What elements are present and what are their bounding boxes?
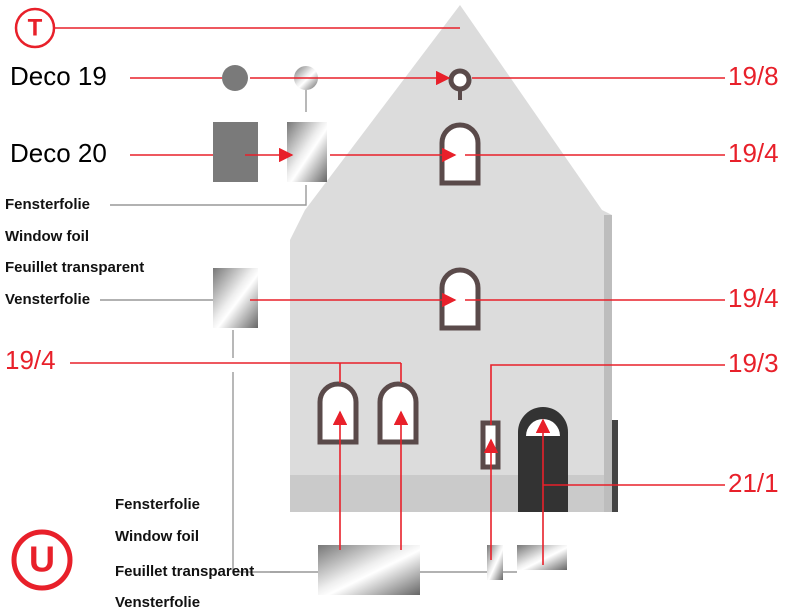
- deco-20-part: [213, 122, 258, 182]
- foil: [213, 268, 258, 328]
- foil-label: Feuillet transparent: [115, 563, 254, 580]
- leader: [70, 362, 402, 383]
- marker-top: T: [28, 14, 43, 41]
- part-number: 19/3: [728, 348, 779, 378]
- foil-label: Window foil: [115, 528, 199, 545]
- leader: [232, 330, 290, 573]
- part-number: 19/4: [728, 283, 779, 313]
- part-number: 19/4: [728, 138, 779, 168]
- foil: [517, 545, 567, 570]
- foil-label: Fensterfolie: [115, 496, 200, 513]
- foil: [487, 545, 503, 580]
- leader: [110, 185, 307, 206]
- foil: [287, 122, 327, 182]
- part-number: 21/1: [728, 468, 779, 498]
- part-number: 19/4: [5, 345, 56, 375]
- marker-bottom: U: [29, 539, 55, 580]
- leader: [490, 364, 725, 425]
- deco-19-part: [222, 65, 248, 91]
- foil-label: Feuillet transparent: [5, 259, 144, 276]
- part-number: 19/8: [728, 61, 779, 91]
- foil-label: Vensterfolie: [115, 594, 200, 611]
- marker-circle: [11, 529, 73, 591]
- part-label: Deco 19: [10, 61, 107, 91]
- foil-label: Fensterfolie: [5, 196, 90, 213]
- marker-circle: [14, 7, 56, 49]
- foil-label: Window foil: [5, 228, 89, 245]
- foil-label: Vensterfolie: [5, 291, 90, 308]
- part-label: Deco 20: [10, 138, 107, 168]
- foil: [318, 545, 420, 595]
